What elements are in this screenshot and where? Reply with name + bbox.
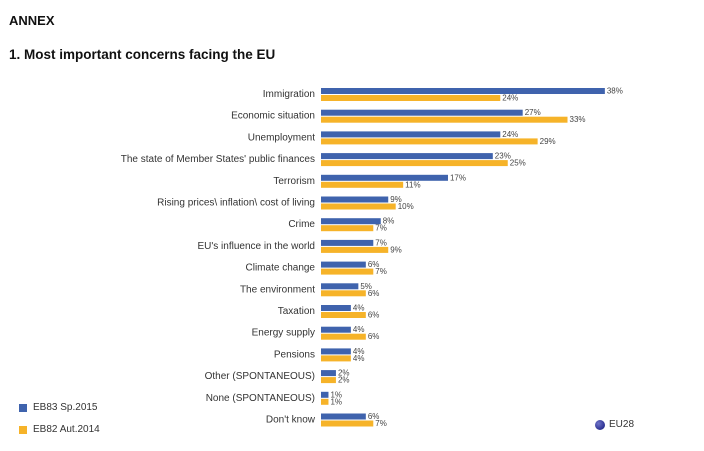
value-label: 7% xyxy=(375,419,387,428)
value-label: 38% xyxy=(607,87,623,96)
value-label: 1% xyxy=(330,390,342,399)
bar-series1 xyxy=(321,326,351,333)
bar-series2 xyxy=(321,398,329,405)
value-label: 10% xyxy=(398,202,414,211)
category-label: Immigration xyxy=(263,89,315,100)
bar-series1 xyxy=(321,218,381,225)
value-label: 2% xyxy=(338,369,350,378)
value-label: 6% xyxy=(368,412,380,421)
category-label: None (SPONTANEOUS) xyxy=(206,393,315,404)
annex-heading: ANNEX xyxy=(9,13,55,28)
category-label: Climate change xyxy=(246,263,316,274)
bar-series1 xyxy=(321,153,493,160)
bar-series2 xyxy=(321,181,404,188)
value-label: 2% xyxy=(338,376,350,385)
bar-series2 xyxy=(321,246,389,253)
legend-label-series2: EB82 Aut.2014 xyxy=(33,424,100,435)
bar-series1 xyxy=(321,283,359,290)
value-label: 4% xyxy=(353,354,365,363)
bar-series2 xyxy=(321,420,374,427)
bar-series2 xyxy=(321,116,568,123)
bar-series2 xyxy=(321,95,501,101)
eu28-label: EU28 xyxy=(609,419,635,430)
category-label: Crime xyxy=(288,219,315,230)
value-label: 11% xyxy=(405,180,420,189)
bar-series2 xyxy=(321,312,366,318)
legend-item-series1: EB83 Sp.2015 xyxy=(19,402,98,413)
value-label: 5% xyxy=(360,282,372,291)
bar-series1 xyxy=(321,239,374,246)
value-label: 7% xyxy=(375,267,387,276)
category-label: Pensions xyxy=(274,349,315,360)
value-label: 9% xyxy=(390,195,402,204)
category-label: EU's influence in the world xyxy=(197,241,315,252)
value-label: 7% xyxy=(375,238,387,247)
eu28-badge: EU28 xyxy=(595,419,634,430)
value-label: 4% xyxy=(353,325,365,334)
bar-series1 xyxy=(321,174,448,181)
legend-item-series2: EB82 Aut.2014 xyxy=(19,424,100,435)
bar-series2 xyxy=(321,377,336,384)
bar-series1 xyxy=(321,88,605,94)
bar-series1 xyxy=(321,196,389,203)
bar-series1 xyxy=(321,370,336,377)
bar-series2 xyxy=(321,138,538,145)
value-label: 8% xyxy=(383,217,395,226)
category-label: Don't know xyxy=(266,415,316,426)
bar-series1 xyxy=(321,261,366,268)
legend-swatch-series2 xyxy=(19,425,27,434)
value-label: 24% xyxy=(502,130,518,139)
value-label: 1% xyxy=(330,397,342,406)
bar-series1 xyxy=(321,305,351,311)
bar-series1 xyxy=(321,131,501,138)
category-label: Energy supply xyxy=(252,328,315,339)
bar-series2 xyxy=(321,225,374,232)
value-label: 4% xyxy=(353,347,365,356)
bar-series1 xyxy=(321,413,366,420)
category-label: Unemployment xyxy=(248,132,315,143)
value-label: 7% xyxy=(375,224,387,233)
value-label: 25% xyxy=(510,159,526,168)
eu-globe-icon xyxy=(595,419,605,430)
category-label: Economic situation xyxy=(231,111,315,122)
value-label: 9% xyxy=(390,245,402,254)
value-label: 23% xyxy=(495,152,511,161)
bar-series2 xyxy=(321,160,508,167)
value-label: 6% xyxy=(368,260,380,269)
category-label: Other (SPONTANEOUS) xyxy=(205,371,315,382)
value-label: 17% xyxy=(450,173,466,182)
legend-label-series1: EB83 Sp.2015 xyxy=(33,402,98,413)
bar-series2 xyxy=(321,333,366,340)
legend-swatch-series1 xyxy=(19,403,27,412)
value-label: 6% xyxy=(368,289,380,298)
value-label: 33% xyxy=(570,115,586,124)
category-label: Rising prices\ inflation\ cost of living xyxy=(157,198,315,209)
bar-series2 xyxy=(321,290,366,297)
bar-series2 xyxy=(321,355,351,362)
value-label: 4% xyxy=(353,304,365,313)
bar-series1 xyxy=(321,109,523,116)
bar-series1 xyxy=(321,348,351,355)
value-label: 24% xyxy=(502,94,518,103)
value-label: 6% xyxy=(368,311,380,320)
bar-series1 xyxy=(321,391,329,398)
bar-series2 xyxy=(321,203,396,210)
value-label: 29% xyxy=(540,137,556,146)
category-label: The state of Member States' public finan… xyxy=(121,154,315,165)
category-label: Taxation xyxy=(278,306,315,317)
category-label: The environment xyxy=(240,284,315,295)
section-title: 1. Most important concerns facing the EU xyxy=(9,47,276,62)
value-label: 27% xyxy=(525,108,541,117)
value-label: 6% xyxy=(368,332,380,341)
category-label: Terrorism xyxy=(273,176,315,187)
bar-series2 xyxy=(321,268,374,275)
